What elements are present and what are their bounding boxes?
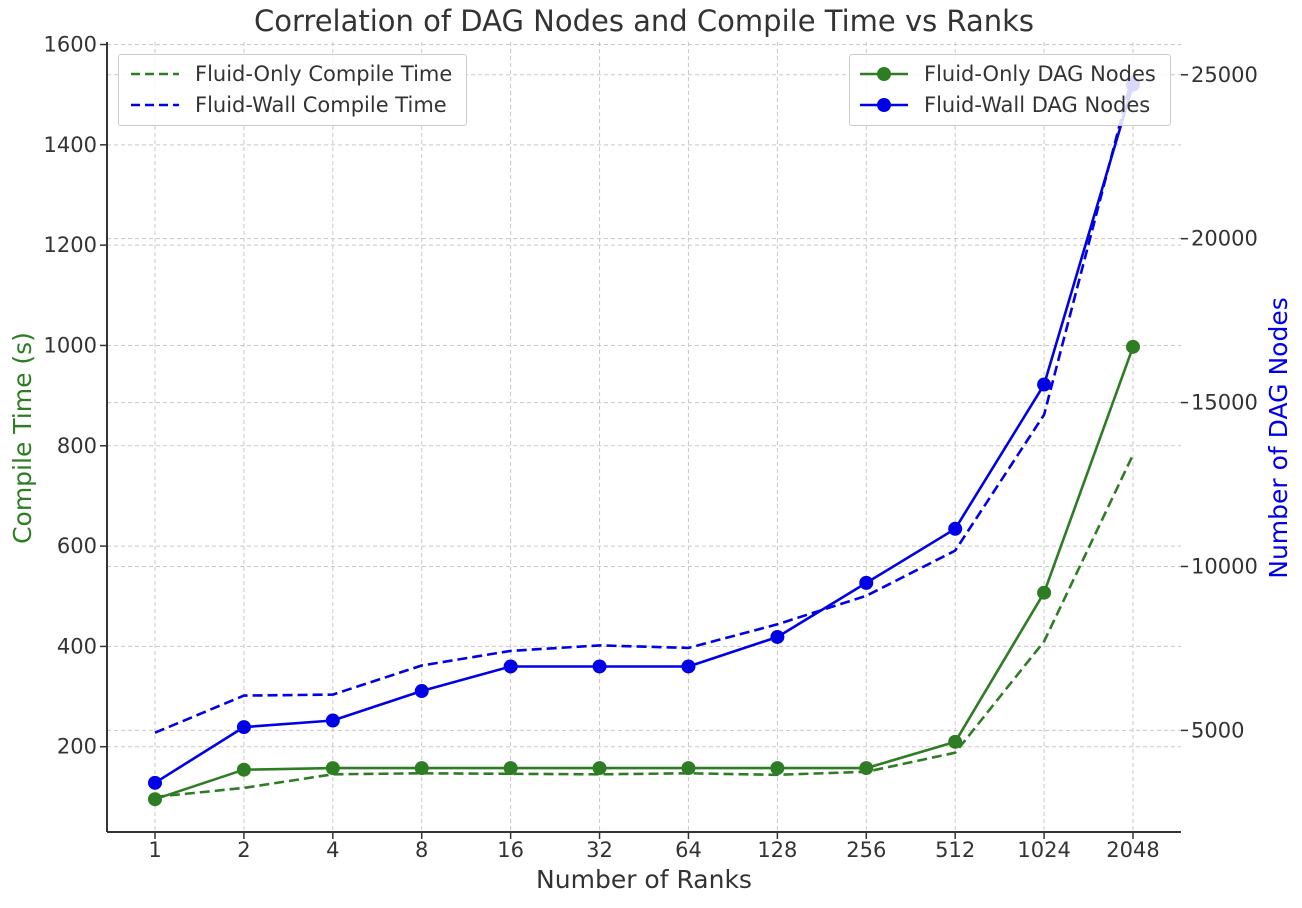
x-tick-label: 8 bbox=[415, 838, 428, 862]
data-point-fluid-wall-dag-nodes bbox=[503, 659, 518, 674]
data-point-fluid-wall-dag-nodes bbox=[1037, 377, 1052, 392]
x-tick-label: 64 bbox=[675, 838, 702, 862]
axes: 1 2 4 8 16 32 64 128 256 512 1024 2048 200 400 600 800 1… bbox=[44, 33, 1258, 862]
dashed-line-swatch-green bbox=[131, 72, 179, 76]
legend-label: Fluid-Only DAG Nodes bbox=[924, 62, 1156, 86]
legend-dag-nodes: Fluid-Only DAG Nodes Fluid-Wall DAG Node… bbox=[849, 54, 1171, 126]
data-point-fluid-only-dag-nodes bbox=[325, 761, 340, 776]
data-point-fluid-wall-dag-nodes bbox=[325, 713, 340, 728]
marker-line-swatch-green bbox=[860, 67, 908, 81]
data-point-fluid-only-dag-nodes bbox=[1126, 339, 1140, 354]
data-point-fluid-wall-dag-nodes bbox=[236, 720, 251, 735]
data-point-fluid-only-dag-nodes bbox=[503, 761, 518, 776]
data-point-fluid-only-dag-nodes bbox=[592, 761, 607, 776]
data-point-fluid-only-dag-nodes bbox=[948, 734, 963, 749]
x-tick-label: 128 bbox=[757, 838, 797, 862]
x-tick-label: 4 bbox=[326, 838, 339, 862]
y-right-tick-label: 10000 bbox=[1191, 554, 1258, 578]
dashed-line-swatch-blue bbox=[131, 103, 179, 107]
x-tick-label: 256 bbox=[846, 838, 886, 862]
series-line-fluid-only-compile-time bbox=[154, 454, 1135, 799]
y-left-tick-label: 1000 bbox=[44, 333, 97, 357]
x-tick-label: 2 bbox=[237, 838, 250, 862]
data-point-fluid-wall-dag-nodes bbox=[414, 684, 429, 699]
data-point-fluid-only-dag-nodes bbox=[148, 792, 162, 807]
series-layer bbox=[148, 73, 1140, 807]
y-left-tick-label: 400 bbox=[57, 634, 97, 658]
legend-item: Fluid-Wall DAG Nodes bbox=[858, 90, 1150, 120]
legend-label: Fluid-Wall Compile Time bbox=[195, 93, 447, 117]
y-axis-left-label: Compile Time (s) bbox=[8, 332, 37, 544]
x-tick-label: 512 bbox=[935, 838, 975, 862]
data-point-fluid-only-dag-nodes bbox=[414, 761, 429, 776]
data-point-fluid-wall-dag-nodes bbox=[592, 659, 607, 674]
y-left-tick-label: 200 bbox=[57, 735, 97, 759]
data-point-fluid-only-dag-nodes bbox=[859, 761, 874, 776]
y-right-tick-label: 15000 bbox=[1191, 391, 1258, 415]
data-point-fluid-wall-dag-nodes bbox=[770, 629, 785, 644]
y-axis-right-label: Number of DAG Nodes bbox=[1264, 297, 1293, 578]
series-line-fluid-only-dag-nodes bbox=[154, 346, 1135, 801]
x-tick-label: 2048 bbox=[1106, 838, 1159, 862]
y-left-tick-label: 800 bbox=[57, 434, 97, 458]
series-line-fluid-wall-dag-nodes bbox=[154, 84, 1135, 784]
x-tick-label: 1 bbox=[148, 838, 161, 862]
y-right-tick-label: 5000 bbox=[1191, 718, 1244, 742]
legend-compile-time: Fluid-Only Compile Time Fluid-Wall Compi… bbox=[118, 54, 467, 126]
data-point-fluid-only-dag-nodes bbox=[681, 761, 696, 776]
legend-item: Fluid-Wall Compile Time bbox=[129, 90, 447, 120]
data-point-fluid-wall-dag-nodes bbox=[859, 575, 874, 590]
data-point-fluid-only-dag-nodes bbox=[770, 761, 785, 776]
series-line-fluid-wall-compile-time bbox=[154, 73, 1135, 734]
data-point-fluid-wall-dag-nodes bbox=[948, 521, 963, 536]
chart-title: Correlation of DAG Nodes and Compile Tim… bbox=[254, 4, 1034, 38]
grid-lines bbox=[107, 42, 1181, 832]
y-left-tick-label: 1200 bbox=[44, 233, 97, 257]
y-left-tick-label: 600 bbox=[57, 534, 97, 558]
x-tick-label: 1024 bbox=[1017, 838, 1070, 862]
data-point-fluid-wall-dag-nodes bbox=[681, 659, 696, 674]
x-tick-label: 16 bbox=[497, 838, 524, 862]
x-tick-label: 32 bbox=[586, 838, 613, 862]
x-axis-label: Number of Ranks bbox=[536, 865, 752, 894]
data-point-fluid-only-dag-nodes bbox=[1037, 585, 1052, 600]
y-right-tick-label: 20000 bbox=[1191, 227, 1258, 251]
y-left-tick-label: 1400 bbox=[44, 133, 97, 157]
data-point-fluid-wall-dag-nodes bbox=[148, 775, 162, 790]
marker-line-swatch-blue bbox=[860, 98, 908, 112]
legend-label: Fluid-Only Compile Time bbox=[195, 62, 453, 86]
data-point-fluid-only-dag-nodes bbox=[236, 762, 251, 777]
legend-label: Fluid-Wall DAG Nodes bbox=[924, 93, 1151, 117]
legend-item: Fluid-Only DAG Nodes bbox=[858, 59, 1156, 89]
y-right-tick-label: 25000 bbox=[1191, 63, 1258, 87]
y-left-tick-label: 1600 bbox=[44, 33, 97, 57]
legend-item: Fluid-Only Compile Time bbox=[129, 59, 452, 89]
